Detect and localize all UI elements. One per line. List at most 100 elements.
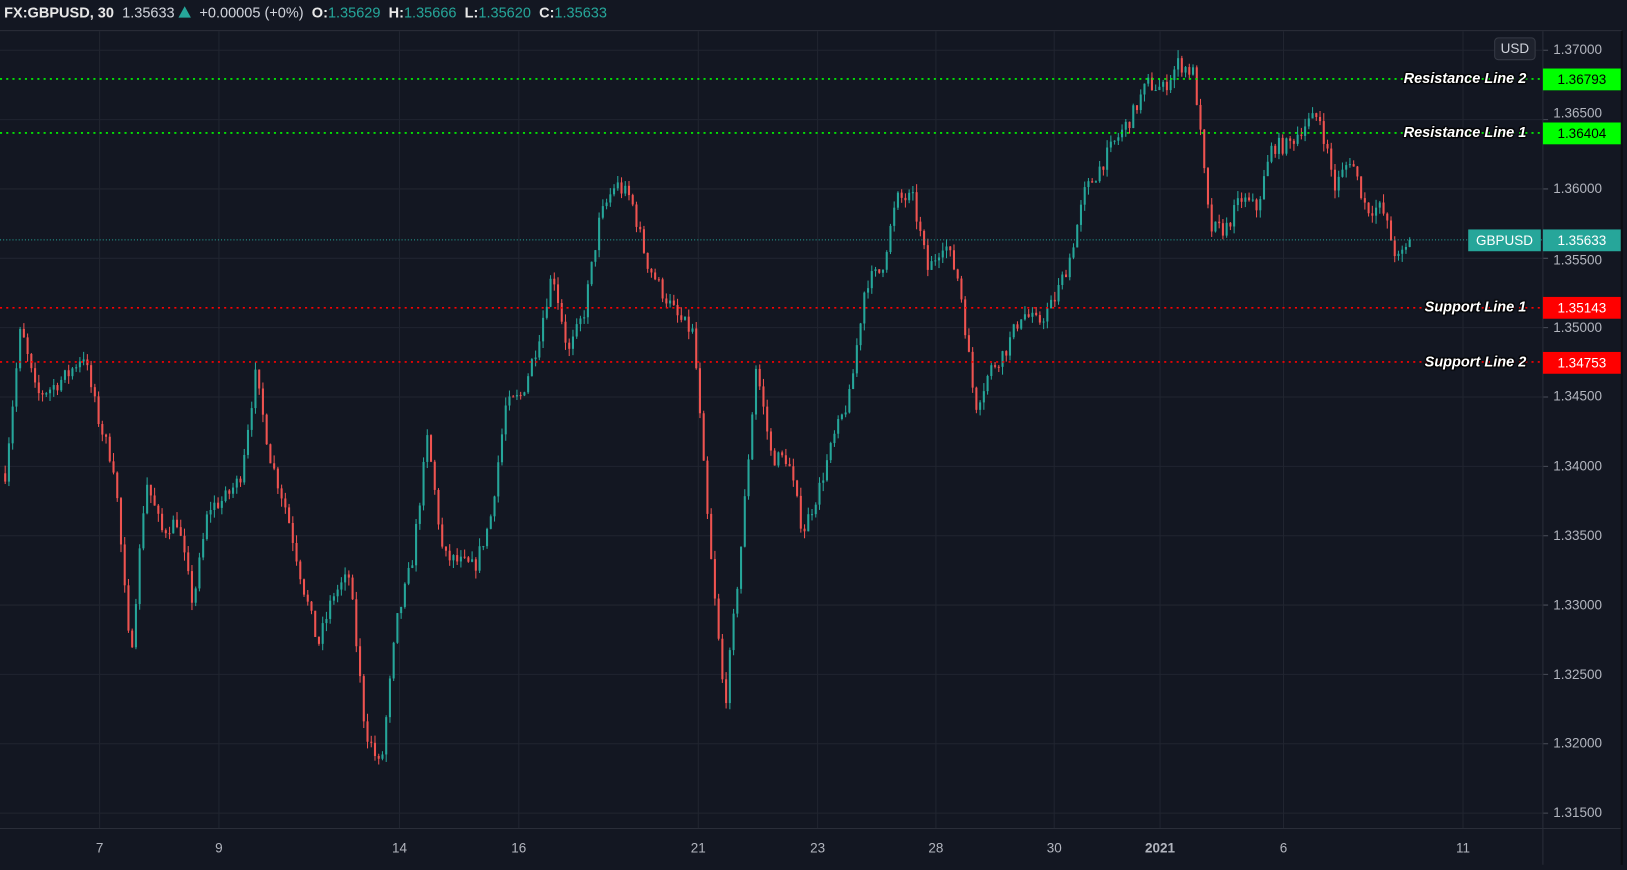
candle-body	[583, 317, 586, 319]
candle-body	[792, 466, 795, 481]
candle-body	[1154, 90, 1157, 92]
candle-body	[900, 192, 903, 198]
candle-body	[336, 589, 339, 597]
candle-body	[1023, 314, 1026, 320]
candle-body	[1404, 246, 1407, 250]
candle-body	[669, 300, 672, 304]
candle-body	[209, 510, 212, 515]
support-line-label[interactable]: Support Line 1	[1424, 298, 1527, 316]
candle-body	[224, 490, 227, 501]
candle-body	[717, 598, 720, 639]
candle-body	[874, 269, 877, 272]
candle-body	[291, 522, 294, 543]
candle-body	[127, 585, 130, 631]
y-tick-label: 1.35000	[1553, 319, 1603, 335]
candle-body	[1326, 143, 1329, 149]
candle-body	[635, 204, 638, 227]
candle-body	[1356, 166, 1359, 177]
candle-body	[493, 496, 496, 517]
support-line-label[interactable]: Support Line 2	[1424, 352, 1527, 370]
resistance-line-label[interactable]: Resistance Line 2	[1403, 69, 1527, 87]
candle-body	[979, 402, 982, 410]
price-chart[interactable]	[0, 31, 1621, 865]
symbol-price-tag: GBPUSD	[1468, 229, 1541, 252]
candle-body	[553, 278, 556, 285]
candle-body	[273, 463, 276, 469]
candle-body	[1005, 351, 1008, 356]
candle-body	[706, 460, 709, 514]
candle-body	[661, 279, 664, 299]
candle-body	[796, 480, 799, 496]
candle-body	[1382, 202, 1385, 214]
candle-body	[575, 324, 578, 337]
candle-body	[1012, 324, 1015, 338]
candle-body	[1330, 148, 1333, 170]
resistance-line-label[interactable]: Resistance Line 1	[1403, 123, 1527, 141]
candle-body	[258, 369, 261, 389]
candle-body	[1061, 274, 1064, 285]
candle-body	[1079, 204, 1083, 225]
candle-body	[4, 473, 7, 482]
candle-body	[508, 396, 511, 406]
candle-body	[489, 516, 492, 529]
candle-body	[75, 367, 78, 369]
candle-body	[444, 546, 447, 551]
currency-button[interactable]: USD	[1494, 37, 1536, 61]
candle-body	[134, 604, 137, 648]
x-tick-label: 2021	[1145, 839, 1176, 856]
candle-body	[1262, 176, 1266, 200]
candle-body	[161, 513, 164, 531]
candle-body	[388, 678, 391, 718]
candle-body	[172, 519, 175, 534]
legend-header: FX:GBPUSD, 30 1.35633 +0.00005 (+0%) O:1…	[4, 3, 611, 24]
candle-body	[362, 676, 365, 722]
candle-body	[1397, 253, 1400, 257]
candle-body	[45, 393, 48, 395]
candle-body	[863, 292, 866, 324]
candle-body	[131, 630, 134, 648]
candle-body	[34, 368, 37, 383]
candle-body	[1300, 134, 1303, 136]
candle-body	[777, 452, 780, 466]
candle-body	[1210, 204, 1213, 232]
candle-body	[713, 559, 716, 599]
candle-body	[452, 555, 455, 561]
candle-body	[807, 514, 810, 532]
candle-body	[893, 207, 896, 226]
candle-body	[1102, 166, 1105, 170]
high-value: 1.35666	[403, 4, 457, 21]
candle-body	[1315, 113, 1318, 117]
candle-body	[41, 393, 44, 395]
candle-body	[1371, 213, 1374, 216]
low-value: 1.35620	[478, 4, 531, 21]
candle-body	[392, 642, 395, 679]
candle-body	[624, 185, 627, 194]
candle-body	[859, 323, 862, 346]
candle-body	[385, 717, 388, 755]
candle-body	[986, 375, 989, 392]
candle-body	[1128, 121, 1131, 129]
candle-body	[949, 246, 952, 251]
candle-body	[1094, 181, 1097, 183]
candle-body	[30, 353, 33, 369]
y-tick-label: 1.33500	[1553, 527, 1603, 543]
chart-pane[interactable]: 1.31500 1.32000 1.32500 1.33000 1.33500 1.340…	[0, 30, 1623, 865]
candle-body	[1233, 205, 1236, 227]
candle-body	[725, 679, 728, 704]
candle-body	[1008, 337, 1012, 356]
candle-body	[960, 278, 963, 300]
y-tick-label: 1.37000	[1553, 41, 1603, 58]
candle-body	[1386, 213, 1389, 221]
candle-body	[657, 279, 660, 281]
candle-body	[1248, 197, 1251, 201]
candle-body	[672, 300, 675, 305]
candle-body	[1199, 104, 1202, 130]
candle-body	[149, 484, 152, 496]
candle-body	[190, 571, 193, 603]
candle-body	[1169, 80, 1172, 91]
candle-body	[523, 392, 526, 396]
candle-body	[1244, 197, 1247, 202]
candle-body	[751, 414, 754, 460]
candle-body	[254, 369, 257, 409]
candle-body	[269, 444, 272, 464]
